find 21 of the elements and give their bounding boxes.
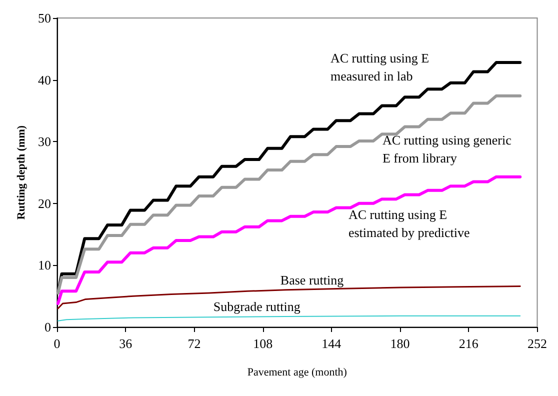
y-tick-label: 30 xyxy=(38,134,51,150)
x-tick-label: 108 xyxy=(253,336,273,351)
x-tick-label: 0 xyxy=(54,336,60,351)
x-tick-label: 216 xyxy=(458,336,479,351)
series-label: AC rutting using generic E from library xyxy=(382,132,512,166)
y-tick-label: 20 xyxy=(38,196,51,211)
y-tick-label: 0 xyxy=(44,320,51,334)
x-axis-title: Pavement age (month) xyxy=(247,366,348,378)
series-label: Base rutting xyxy=(280,272,344,288)
x-tick-label: 72 xyxy=(188,336,201,351)
x-tick-label: 252 xyxy=(528,336,547,351)
x-tick-label: 180 xyxy=(390,336,410,351)
y-tick-label: 10 xyxy=(38,258,51,273)
y-tick-label: 50 xyxy=(38,10,51,26)
y-tick-label: 40 xyxy=(38,72,51,88)
series-label: Subgrade rutting xyxy=(213,299,301,314)
series-label: AC rutting using E estimated by predictive xyxy=(348,206,470,240)
series-label: AC rutting using E measured in lab xyxy=(330,50,430,84)
y-axis-title: Rutting depth (mm) xyxy=(16,125,28,220)
x-tick-label: 144 xyxy=(322,336,342,351)
x-tick-label: 36 xyxy=(119,336,133,351)
